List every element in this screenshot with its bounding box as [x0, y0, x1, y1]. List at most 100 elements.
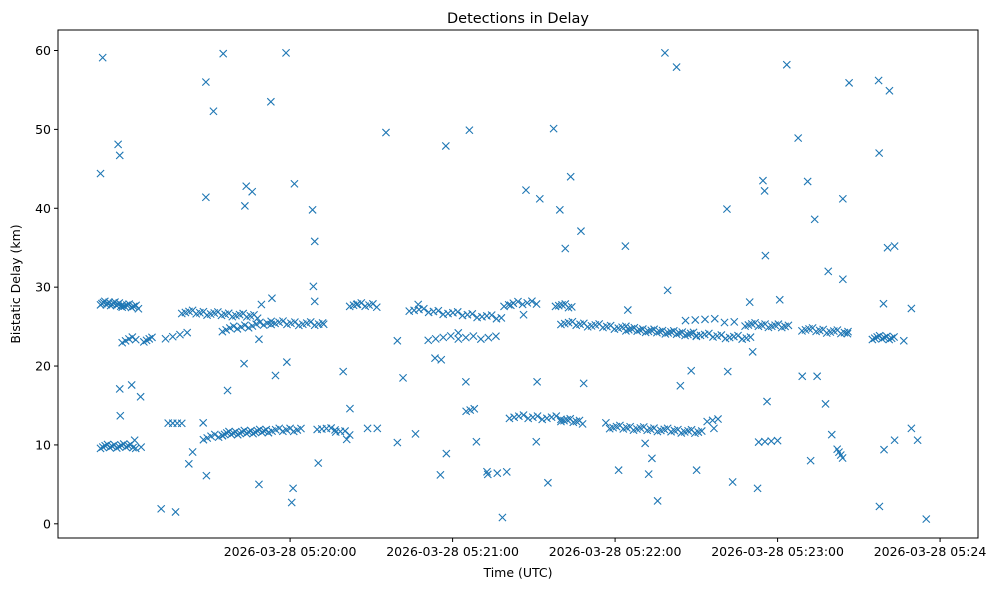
x-tick-label: 2026-03-28 05:21:00: [386, 544, 519, 559]
data-point: [470, 404, 479, 413]
data-point: [244, 428, 253, 437]
data-point: [675, 329, 684, 338]
data-point: [502, 467, 511, 476]
data-point: [363, 424, 372, 433]
data-point: [318, 318, 327, 327]
data-point: [644, 327, 653, 336]
data-point: [136, 392, 145, 401]
x-tick-label: 2026-03-28 05:24:00: [874, 544, 986, 559]
data-point: [746, 333, 755, 342]
data-point: [691, 315, 700, 324]
data-point: [874, 76, 883, 85]
data-point: [641, 439, 650, 448]
data-point: [784, 321, 793, 330]
data-point: [542, 414, 551, 423]
data-point: [578, 419, 587, 428]
data-point: [883, 243, 892, 252]
data-point: [907, 424, 916, 433]
data-point: [555, 205, 564, 214]
data-point: [890, 436, 899, 445]
data-point: [672, 330, 681, 339]
data-point: [667, 327, 675, 336]
data-point: [342, 435, 351, 444]
data-point: [132, 301, 141, 310]
data-point: [242, 429, 251, 438]
data-point: [723, 367, 732, 376]
data-point: [424, 336, 433, 345]
data-point: [115, 442, 124, 451]
data-point: [681, 316, 690, 325]
data-point: [775, 295, 784, 304]
data-point: [497, 313, 506, 322]
data-point: [538, 415, 547, 424]
data-point: [131, 335, 140, 344]
x-tick-label: 2026-03-28 05:23:00: [711, 544, 844, 559]
data-point: [282, 358, 291, 367]
data-point: [636, 326, 644, 335]
data-point: [710, 314, 719, 323]
data-point: [218, 431, 227, 440]
y-tick-label: 20: [35, 359, 51, 374]
data-point: [115, 384, 124, 393]
data-point: [498, 513, 507, 522]
data-point: [730, 317, 739, 326]
data-point: [561, 244, 570, 253]
data-point: [753, 484, 762, 493]
y-tick-label: 0: [43, 516, 51, 531]
y-tick-label: 10: [35, 437, 51, 452]
data-point: [253, 314, 262, 323]
data-point: [122, 443, 131, 452]
data-point: [641, 328, 650, 337]
data-point: [513, 297, 522, 306]
data-point: [108, 442, 117, 451]
data-point: [875, 502, 884, 511]
data-point: [469, 332, 478, 341]
plot-area: [57, 29, 979, 539]
data-point: [714, 415, 722, 424]
data-point: [692, 466, 701, 475]
data-point: [655, 327, 664, 336]
data-point: [760, 186, 769, 195]
data-point: [868, 335, 877, 344]
data-point: [137, 443, 146, 452]
data-point: [576, 227, 585, 236]
data-point: [310, 237, 319, 246]
data-point: [134, 304, 143, 313]
data-point: [147, 333, 156, 342]
data-point: [436, 470, 445, 479]
data-point: [345, 404, 354, 413]
data-point: [875, 149, 884, 158]
data-point: [728, 478, 737, 486]
data-point: [754, 438, 763, 447]
data-point: [177, 419, 186, 428]
data-point: [161, 334, 170, 343]
data-point: [773, 436, 782, 445]
data-point: [453, 307, 462, 316]
data-point: [310, 297, 319, 306]
data-point: [653, 496, 662, 505]
data-point: [887, 334, 896, 343]
data-point: [672, 63, 681, 72]
data-point: [647, 454, 656, 463]
data-point: [760, 437, 769, 446]
data-point: [569, 418, 578, 427]
data-point: [806, 456, 815, 465]
data-point: [913, 436, 922, 445]
data-point: [563, 415, 572, 424]
data-point: [722, 205, 731, 214]
data-point: [627, 324, 636, 333]
data-point: [419, 304, 428, 313]
data-point: [411, 429, 420, 438]
data-point: [878, 334, 886, 343]
data-point: [373, 424, 382, 433]
data-point: [518, 300, 527, 309]
data-points: [96, 48, 931, 524]
data-point: [509, 299, 518, 308]
data-point: [127, 380, 136, 389]
data-point: [621, 242, 630, 251]
data-point: [96, 169, 105, 178]
data-point: [601, 418, 610, 427]
data-point: [535, 194, 544, 203]
